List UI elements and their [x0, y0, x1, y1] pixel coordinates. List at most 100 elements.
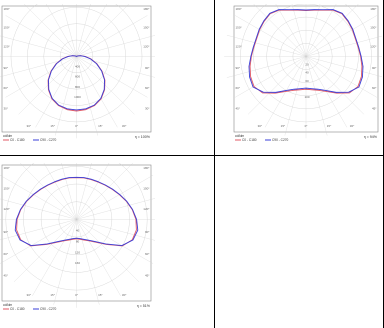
grid-spoke: [0, 175, 77, 220]
angle-label-left: 150°: [4, 26, 11, 30]
angle-label-right: 90°: [372, 66, 377, 70]
grid-spoke: [305, 15, 378, 57]
angle-label-right: 90°: [145, 230, 150, 234]
radial-tick-label: 80: [76, 239, 80, 243]
grid-divider-vertical: [214, 0, 215, 328]
grid-spoke: [234, 56, 307, 98]
grid-spoke: [32, 219, 77, 297]
radial-tick-label: 800: [75, 85, 80, 89]
grid-spoke: [76, 56, 155, 78]
grid-spoke: [19, 163, 77, 220]
grid-spoke: [76, 56, 118, 128]
angle-label-bottom: 30°: [27, 293, 32, 297]
radial-tick-label: 400: [75, 65, 80, 69]
legend-label: C0 - C180: [10, 138, 25, 142]
grid-spoke: [76, 56, 98, 136]
angle-label-right: 60°: [145, 86, 150, 90]
grid-spoke: [43, 163, 77, 220]
angle-label-right: 120°: [143, 207, 150, 211]
angle-label-left: 180°: [4, 7, 11, 11]
polar-chart-2-svg: 20406080100180°150°120°90°60°45°180°150°…: [224, 4, 382, 142]
grid-spoke: [76, 163, 110, 220]
radial-tick-label: 160: [75, 261, 80, 265]
angle-label-right: 120°: [143, 45, 150, 49]
legend-label: C0 - C180: [242, 138, 257, 142]
angle-label-left: 120°: [236, 45, 243, 49]
legend-title: cd/klm: [3, 134, 13, 138]
angle-label-right: 30°: [145, 106, 150, 110]
grid-spoke: [13, 219, 77, 283]
radial-tick-label: 120: [75, 250, 80, 254]
angle-label-left: 60°: [236, 86, 241, 90]
grid-spoke: [76, 219, 155, 241]
grid-spoke: [76, 4, 91, 57]
angle-label-bottom: 30°: [350, 124, 355, 128]
grid-spoke: [305, 56, 382, 77]
grid-spoke: [76, 163, 134, 220]
legend-label: C90 - C270: [40, 138, 57, 142]
efficiency-label: η = 94%: [364, 135, 378, 139]
grid-spoke: [0, 198, 77, 220]
angle-label-bottom: 15°: [50, 293, 55, 297]
grid-spoke: [76, 15, 148, 57]
radial-tick-label: 40: [76, 228, 80, 232]
grid-spoke: [62, 4, 77, 57]
angle-label-right: 60°: [145, 252, 150, 256]
angle-label-left: 120°: [4, 207, 11, 211]
angle-label-bottom: 15°: [281, 124, 286, 128]
grid-spoke: [76, 56, 135, 115]
angle-label-right: 60°: [372, 86, 377, 90]
grid-spoke: [35, 56, 77, 128]
grid-spoke: [76, 175, 154, 220]
series-line-c90-c270: [48, 55, 105, 111]
grid-spoke: [305, 4, 359, 57]
grid-spoke: [53, 219, 77, 305]
grid-spoke: [76, 198, 155, 220]
angle-label-left: 90°: [4, 230, 9, 234]
polar-chart-3-svg: 40 80 120 160 180° 150° 120° 90° 60° 45° 180° 150° 1…: [0, 163, 155, 311]
grid-spoke: [226, 35, 307, 57]
angle-label-bottom: 30°: [258, 124, 263, 128]
radial-tick-label: 100: [304, 95, 309, 99]
grid-spoke: [76, 163, 92, 220]
grid-divider-horizontal: [0, 155, 384, 156]
grid-spoke: [275, 4, 307, 57]
legend-title: cd/klm: [3, 303, 13, 307]
angle-label-left: 180°: [236, 7, 243, 11]
grid-spoke: [305, 56, 378, 98]
grid-spoke: [253, 4, 307, 57]
grid-spoke: [76, 56, 148, 98]
grid-spoke: [226, 56, 307, 78]
polar-chart-2: 20 40 60 80 100 180° 150° 120° 90° 60° 45° 180° 150°…: [222, 4, 382, 146]
efficiency-label: η = 51%: [137, 304, 151, 308]
angle-label-left: 150°: [236, 26, 243, 30]
angle-label-left: 120°: [4, 45, 11, 49]
polar-chart-1: 400 600 800 1000 180° 150° 120° 90° 60° 30° 180° 15…: [0, 4, 155, 146]
grid-spoke: [0, 35, 77, 57]
series-line-c90-c270: [14, 176, 139, 247]
grid-spoke: [247, 56, 307, 115]
series-line-c90-c270: [248, 9, 364, 93]
grid-spoke: [61, 163, 77, 220]
radial-tick-label: 600: [75, 75, 80, 79]
grid-spoke: [76, 35, 155, 57]
grid-spoke: [18, 56, 77, 115]
angle-label-left: 60°: [4, 86, 9, 90]
angle-label-left: 45°: [4, 274, 9, 278]
legend-label: C90 - C270: [272, 138, 289, 142]
grid-spoke: [76, 219, 100, 305]
angle-label-right: 180°: [143, 166, 150, 170]
angle-label-left: 150°: [4, 186, 11, 190]
grid-spoke: [46, 4, 77, 57]
series-line-c0-c180: [249, 9, 363, 94]
legend-label: C0 - C180: [10, 307, 25, 311]
grid-spoke: [305, 35, 382, 57]
angle-label-bottom: 30°: [122, 293, 127, 297]
angle-label-left: 90°: [236, 66, 241, 70]
radial-tick-label: 60: [305, 79, 309, 83]
angle-label-left: 180°: [4, 166, 11, 170]
efficiency-label: η = 100%: [135, 135, 151, 139]
angle-label-right: 45°: [372, 106, 377, 110]
grid-spoke: [76, 4, 107, 57]
grid-spoke: [305, 4, 321, 57]
